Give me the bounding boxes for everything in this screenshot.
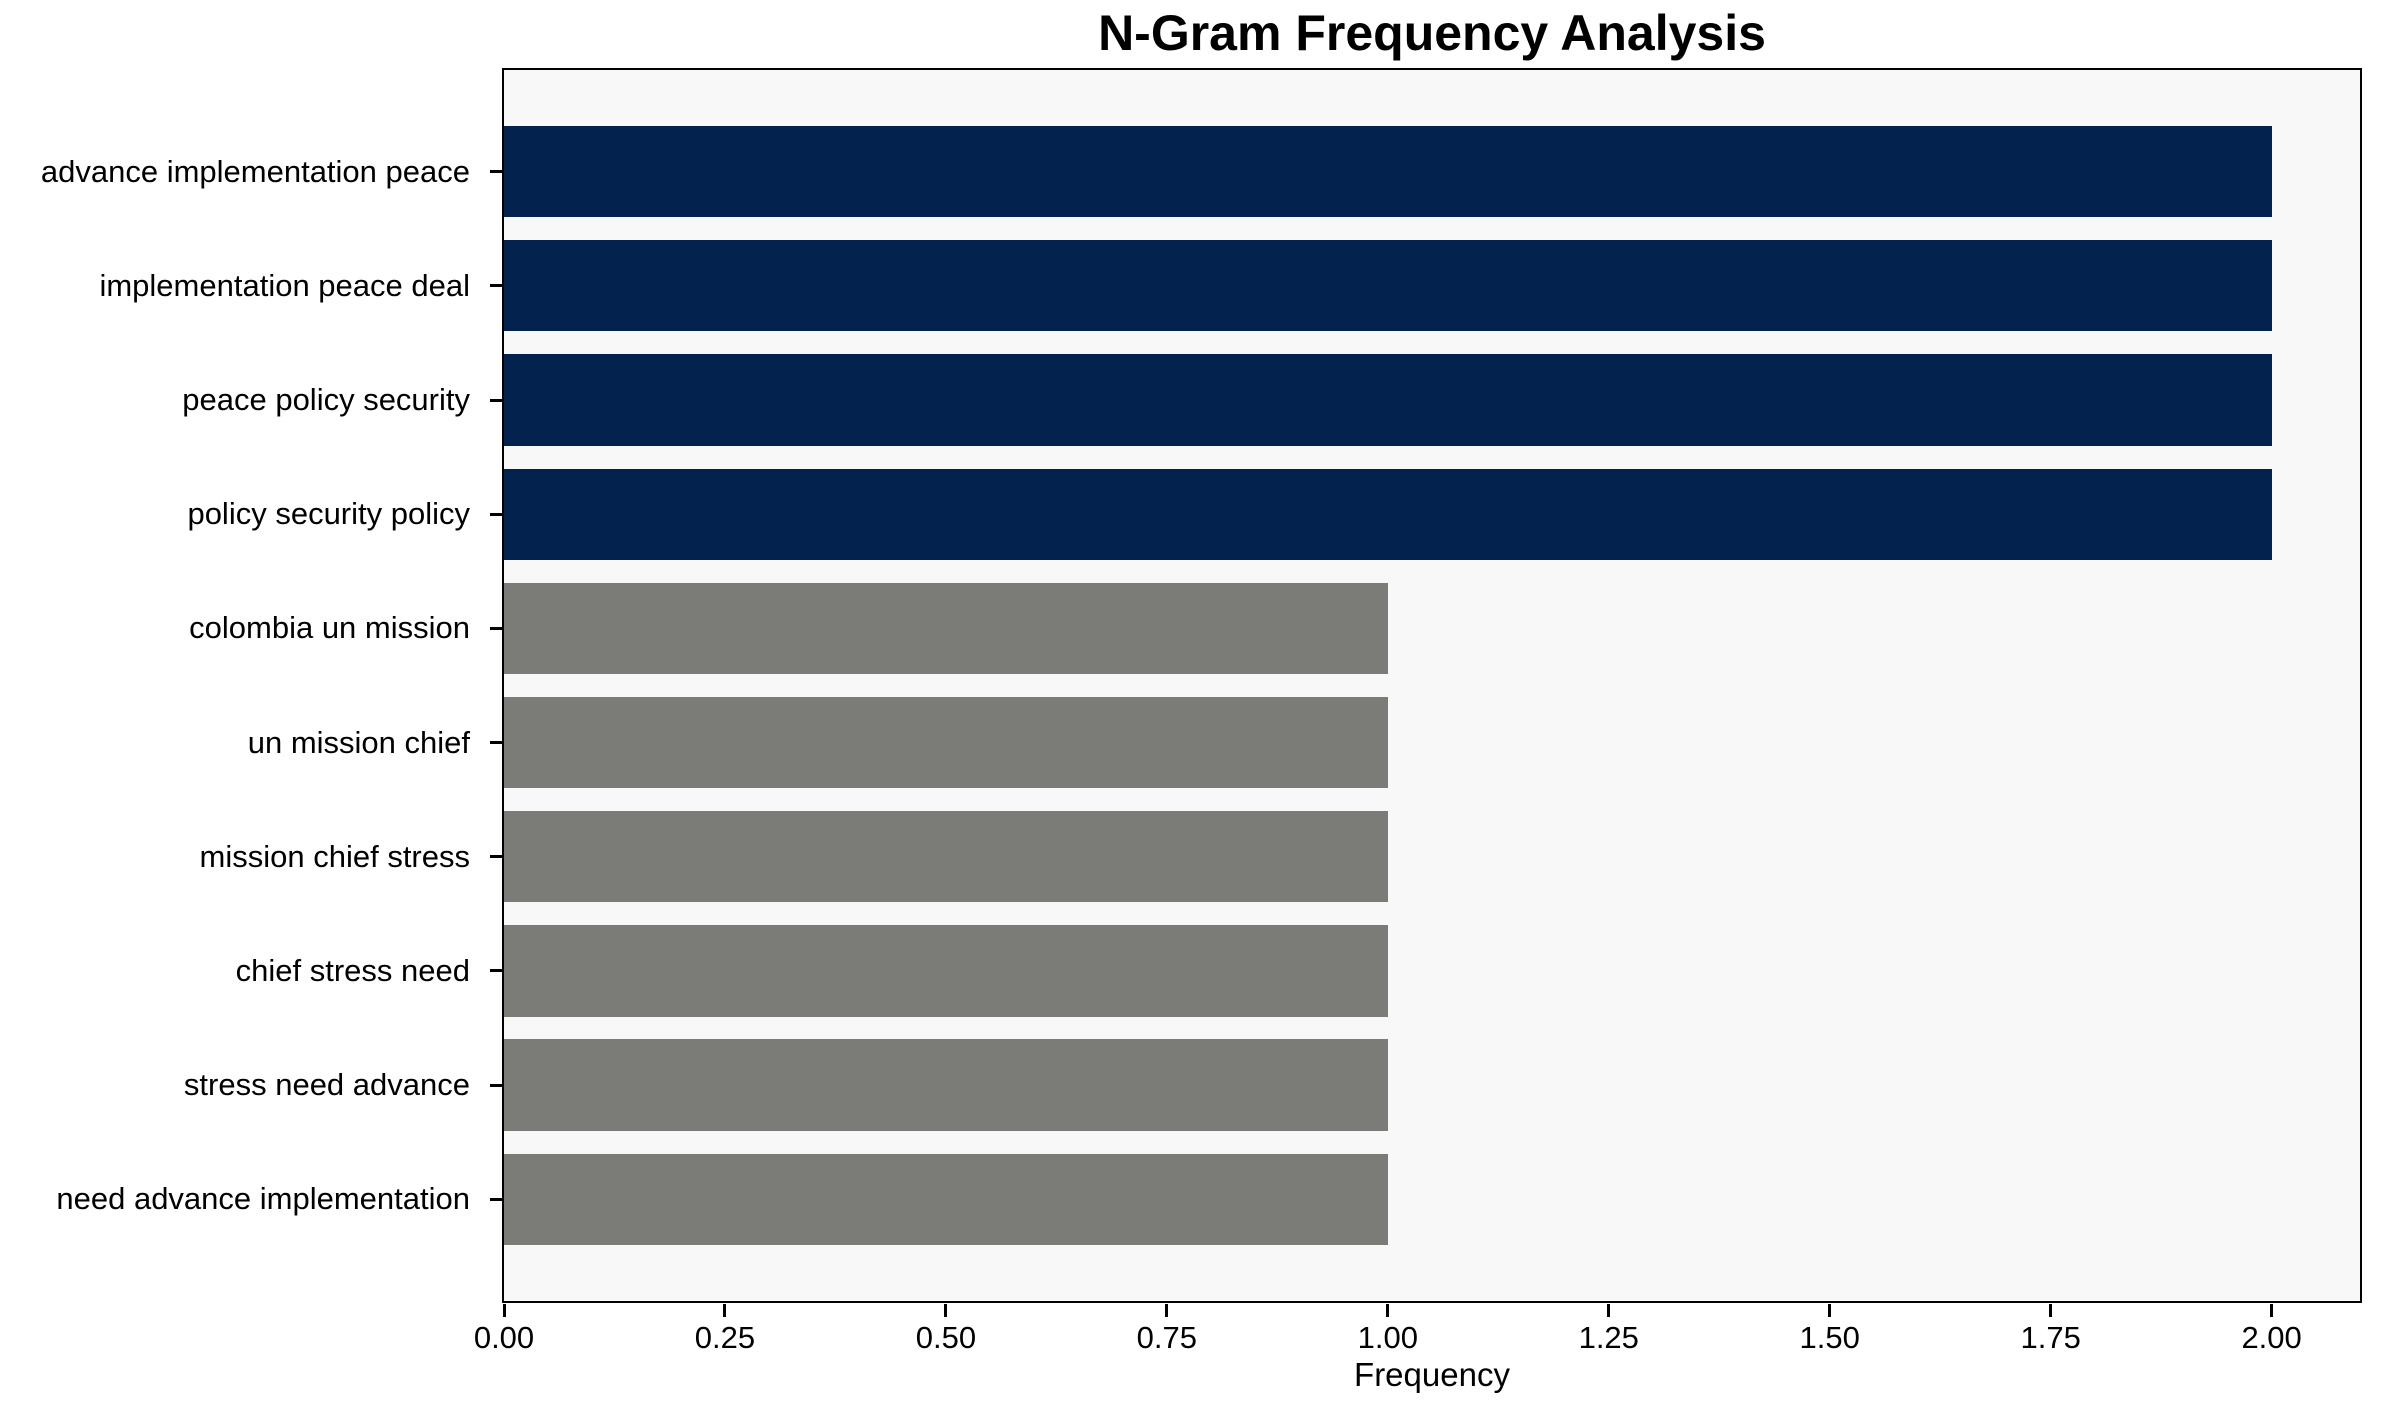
x-tick-mark <box>723 1304 727 1317</box>
x-tick-label: 1.50 <box>1799 1320 1860 1355</box>
y-tick-mark <box>490 1197 502 1201</box>
x-tick-label: 1.25 <box>1578 1320 1639 1355</box>
y-tick-mark <box>490 741 502 745</box>
x-tick-mark <box>1386 1304 1390 1317</box>
x-tick-label: 0.25 <box>694 1320 756 1355</box>
x-tick-label: 0.00 <box>473 1320 535 1355</box>
y-axis-category-label: implementation peace deal <box>99 267 470 303</box>
x-tick-label: 1.00 <box>1357 1320 1418 1355</box>
y-tick-mark <box>490 170 502 174</box>
bar <box>504 696 1388 789</box>
x-tick-mark <box>2049 1304 2053 1317</box>
bar <box>504 1153 1388 1246</box>
bar <box>504 582 1388 675</box>
bar <box>504 354 2272 446</box>
y-tick-mark <box>490 626 502 630</box>
bar <box>504 1039 1388 1131</box>
x-tick-mark <box>1165 1304 1169 1317</box>
x-tick-label: 0.50 <box>915 1320 977 1355</box>
x-tick-mark <box>944 1304 948 1317</box>
x-tick-label: 1.75 <box>2020 1320 2081 1355</box>
x-tick-mark <box>1607 1304 1611 1317</box>
y-axis-category-label: need advance implementation <box>56 1181 470 1217</box>
y-tick-mark <box>490 855 502 859</box>
x-tick-label: 2.00 <box>2241 1320 2302 1355</box>
bar <box>504 125 2272 218</box>
y-axis-category-label: colombia un mission <box>189 610 470 646</box>
y-axis-category-label: policy security policy <box>187 496 470 532</box>
y-tick-mark <box>490 1083 502 1087</box>
y-axis-category-label: chief stress need <box>235 952 470 988</box>
x-tick-label: 0.75 <box>1136 1320 1198 1355</box>
x-axis-label: Frequency <box>1354 1356 1510 1393</box>
plot-area <box>502 68 2362 1303</box>
y-tick-mark <box>490 284 502 288</box>
bar <box>504 468 2272 560</box>
x-tick-mark <box>502 1304 506 1317</box>
x-tick-mark <box>1828 1304 1832 1317</box>
y-axis-category-label: advance implementation peace <box>40 153 470 189</box>
y-axis-category-label: mission chief stress <box>199 838 470 874</box>
y-tick-mark <box>490 398 502 402</box>
bar <box>504 811 1388 903</box>
bar <box>504 925 1388 1017</box>
y-tick-mark <box>490 512 502 516</box>
y-axis-category-label: peace policy security <box>182 382 470 418</box>
y-axis-category-label: un mission chief <box>247 724 470 760</box>
x-tick-mark <box>2270 1304 2274 1317</box>
chart-title: N-Gram Frequency Analysis <box>1098 5 1766 61</box>
y-axis-category-label: stress need advance <box>183 1067 470 1103</box>
bar <box>504 240 2272 332</box>
y-tick-mark <box>490 969 502 973</box>
